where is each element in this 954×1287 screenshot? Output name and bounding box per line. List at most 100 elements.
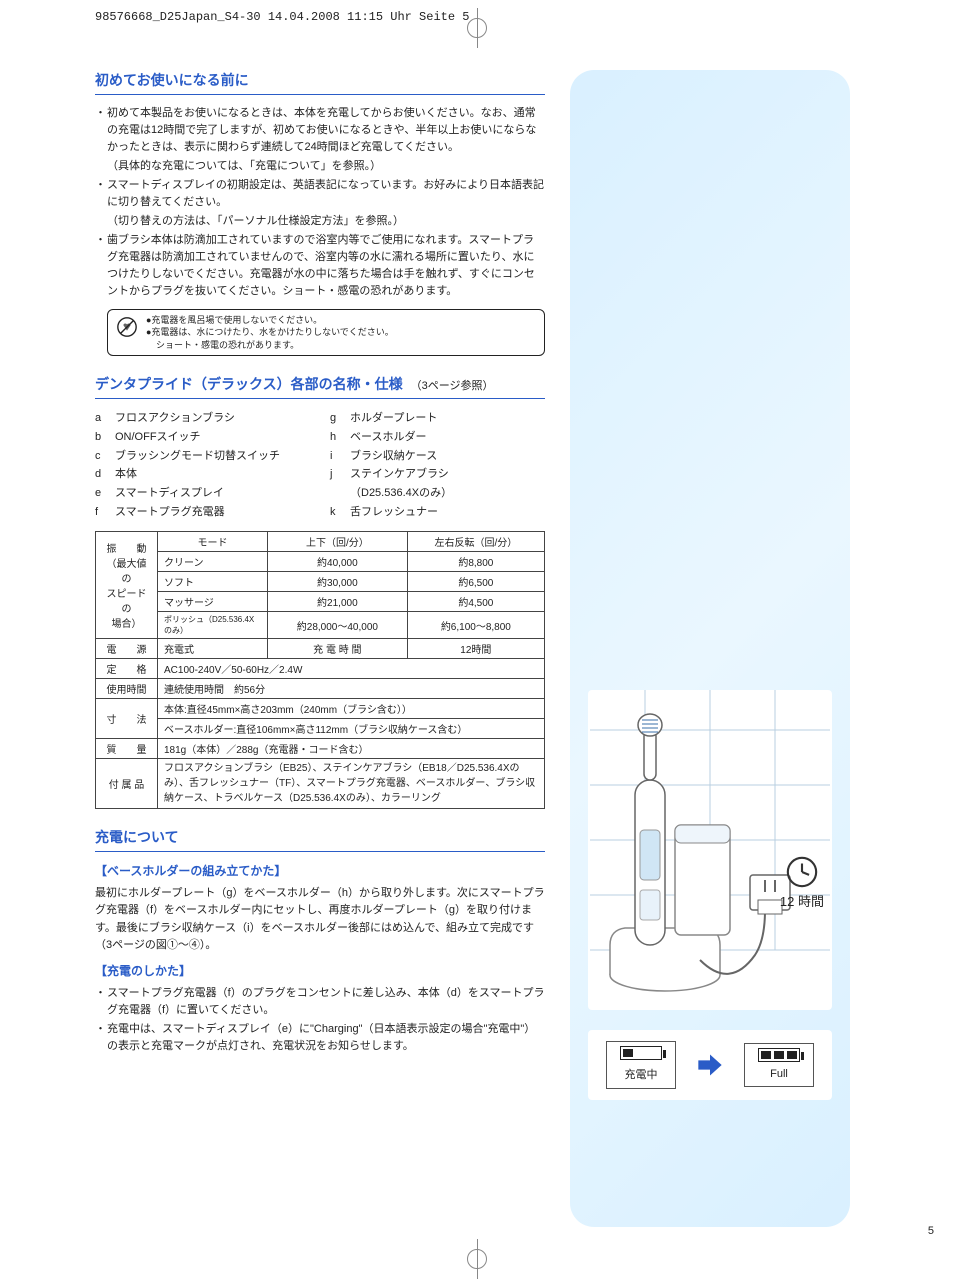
note-text: （具体的な充電については、「充電について」を参照。） bbox=[107, 158, 545, 175]
parts-value: 本体 bbox=[115, 465, 137, 484]
spec-header: 上下（回/分） bbox=[268, 532, 408, 552]
table-row: 付 属 品フロスアクションブラシ（EB25）、ステインケアブラシ（EB18／D2… bbox=[96, 759, 545, 809]
bullet-text: 初めて本製品をお使いになるときは、本体を充電してからお使いください。なお、通常の… bbox=[107, 105, 545, 156]
spec-label: 寸 法 bbox=[96, 699, 158, 739]
parts-value: （D25.536.4Xのみ） bbox=[350, 484, 452, 503]
lcd-charging: 充電中 bbox=[606, 1041, 676, 1089]
section3-sub2: 【充電のしかた】 bbox=[95, 962, 545, 979]
cell: 連続使用時間 約56分 bbox=[158, 679, 545, 699]
lcd-text-charging: 充電中 bbox=[613, 1066, 669, 1082]
spec-label: 定 格 bbox=[96, 659, 158, 679]
table-row: 使用時間連続使用時間 約56分 bbox=[96, 679, 545, 699]
parts-value: 舌フレッシュナー bbox=[350, 503, 438, 522]
parts-row: k 舌フレッシュナー bbox=[330, 503, 545, 522]
prohibition-icon bbox=[116, 316, 138, 338]
spec-label: 質 量 bbox=[96, 739, 158, 759]
bullet-item: ・ 充電中は、スマートディスプレイ（e）に"Charging"（日本語表示設定の… bbox=[95, 1021, 545, 1055]
cell: フロスアクションブラシ（EB25）、ステインケアブラシ（EB18／D25.536… bbox=[158, 759, 545, 809]
spec-label: 付 属 品 bbox=[96, 759, 158, 809]
section2-title-text: デンタプライド（デラックス）各部の名称・仕様 bbox=[95, 374, 403, 394]
parts-key: f bbox=[95, 503, 109, 522]
parts-value: ベースホルダー bbox=[350, 428, 426, 447]
clock-icon bbox=[785, 855, 819, 889]
parts-key: b bbox=[95, 428, 109, 447]
cell: 約21,000 bbox=[268, 592, 408, 612]
section3-sub1: 【ベースホルダーの組み立てかた】 bbox=[95, 862, 545, 879]
table-row: 定 格AC100-240V／50-60Hz／2.4W bbox=[96, 659, 545, 679]
parts-value: スマートプラグ充電器 bbox=[115, 503, 225, 522]
parts-value: ON/OFFスイッチ bbox=[115, 428, 201, 447]
cell: AC100-240V／50-60Hz／2.4W bbox=[158, 659, 545, 679]
parts-key: j bbox=[330, 465, 344, 484]
parts-key: a bbox=[95, 409, 109, 428]
bullet-item: ・ 歯ブラシ本体は防滴加工されていますので浴室内等でご使用になれます。スマートプ… bbox=[95, 232, 545, 300]
warning-line: ショート・感電の恐れがあります。 bbox=[156, 339, 394, 352]
bullet-dot: ・ bbox=[95, 177, 107, 211]
cell: 約6,500 bbox=[407, 572, 544, 592]
bullet-dot: ・ bbox=[95, 105, 107, 156]
warning-text: ●充電器を風呂場で使用しないでください。 ●充電器は、水につけたり、水をかけたり… bbox=[146, 314, 394, 352]
print-job-header: 98576668_D25Japan_S4-30 14.04.2008 11:15… bbox=[95, 10, 469, 24]
parts-value: スマートディスプレイ bbox=[115, 484, 224, 503]
cell: 12時間 bbox=[407, 639, 544, 659]
section2-title-suffix: （3ページ参照） bbox=[411, 377, 494, 393]
parts-value: ブラッシングモード切替スイッチ bbox=[115, 447, 280, 466]
parts-value: ブラシ収納ケース bbox=[350, 447, 437, 466]
bullet-text: スマートディスプレイの初期設定は、英語表記になっています。お好みにより日本語表記… bbox=[107, 177, 545, 211]
cell: 約30,000 bbox=[268, 572, 408, 592]
cell: 約8,800 bbox=[407, 552, 544, 572]
bullet-text: スマートプラグ充電器（f）のプラグをコンセントに差し込み、本体（d）をスマートプ… bbox=[107, 985, 545, 1019]
table-row: ポリッシュ（D25.536.4Xのみ）約28,000～40,000約6,100～… bbox=[96, 612, 545, 639]
cell: 181g（本体）／288g（充電器・コード含む） bbox=[158, 739, 545, 759]
parts-row: i ブラシ収納ケース bbox=[330, 447, 545, 466]
parts-row: d 本体 bbox=[95, 465, 310, 484]
table-row: ベースホルダー:直径106mm×高さ112mm（ブラシ収納ケース含む） bbox=[96, 719, 545, 739]
section3-title-text: 充電について bbox=[95, 827, 179, 847]
parts-key: h bbox=[330, 428, 344, 447]
parts-key: d bbox=[95, 465, 109, 484]
crop-mark-top bbox=[467, 8, 487, 48]
parts-row: eスマートディスプレイ bbox=[95, 484, 310, 503]
section1-title: 初めてお使いになる前に bbox=[95, 70, 545, 95]
parts-col-right: gホルダープレートh ベースホルダー i ブラシ収納ケース j ステインケアブラシ（D25… bbox=[330, 409, 545, 521]
parts-row: h ベースホルダー bbox=[330, 428, 545, 447]
spec-header: モード bbox=[158, 532, 268, 552]
parts-row: （D25.536.4Xのみ） bbox=[330, 484, 545, 503]
parts-row: f スマートプラグ充電器 bbox=[95, 503, 310, 522]
parts-row: cブラッシングモード切替スイッチ bbox=[95, 447, 310, 466]
parts-row: gホルダープレート bbox=[330, 409, 545, 428]
table-row: マッサージ約21,000約4,500 bbox=[96, 592, 545, 612]
section1-title-text: 初めてお使いになる前に bbox=[95, 70, 249, 90]
table-row: 振 動（最大値のスピードの場合） モード 上下（回/分） 左右反転（回/分） bbox=[96, 532, 545, 552]
section3-para1: 最初にホルダープレート（g）をベースホルダー（h）から取り外します。次にスマート… bbox=[95, 885, 545, 953]
cell: 約4,500 bbox=[407, 592, 544, 612]
warning-line: ●充電器を風呂場で使用しないでください。 bbox=[146, 314, 394, 327]
cell: ポリッシュ（D25.536.4Xのみ） bbox=[158, 612, 268, 639]
section1-bullets: ・ 初めて本製品をお使いになるときは、本体を充電してからお使いください。なお、通… bbox=[95, 105, 545, 301]
bullet-item: ・ 初めて本製品をお使いになるときは、本体を充電してからお使いください。なお、通… bbox=[95, 105, 545, 156]
cell: 充 電 時 間 bbox=[268, 639, 408, 659]
parts-key: g bbox=[330, 409, 344, 428]
battery-icon-full bbox=[758, 1048, 800, 1062]
lcd-text-full: Full bbox=[751, 1068, 807, 1080]
lcd-full: Full bbox=[744, 1043, 814, 1087]
bullet-text: 歯ブラシ本体は防滴加工されていますので浴室内等でご使用になれます。スマートプラグ… bbox=[107, 232, 545, 300]
warning-line: ●充電器は、水につけたり、水をかけたりしないでください。 bbox=[146, 326, 394, 339]
parts-key bbox=[330, 484, 344, 503]
spec-label: 使用時間 bbox=[96, 679, 158, 699]
parts-key: i bbox=[330, 447, 344, 466]
parts-key: k bbox=[330, 503, 344, 522]
bullet-item: ・ スマートディスプレイの初期設定は、英語表記になっています。お好みにより日本語… bbox=[95, 177, 545, 211]
section3-title: 充電について bbox=[95, 827, 545, 852]
arrow-right-icon bbox=[696, 1051, 724, 1079]
spec-label: 電 源 bbox=[96, 639, 158, 659]
bullet-dot: ・ bbox=[95, 985, 107, 1019]
spec-table: 振 動（最大値のスピードの場合） モード 上下（回/分） 左右反転（回/分） ク… bbox=[95, 531, 545, 809]
bullet-item: ・ スマートプラグ充電器（f）のプラグをコンセントに差し込み、本体（d）をスマー… bbox=[95, 985, 545, 1019]
cell: マッサージ bbox=[158, 592, 268, 612]
parts-value: ステインケアブラシ bbox=[350, 465, 449, 484]
battery-icon-low bbox=[620, 1046, 662, 1060]
table-row: 寸 法 本体:直径45mm×高さ203mm（240mm（ブラシ含む）） bbox=[96, 699, 545, 719]
cell: クリーン bbox=[158, 552, 268, 572]
spec-header: 左右反転（回/分） bbox=[407, 532, 544, 552]
